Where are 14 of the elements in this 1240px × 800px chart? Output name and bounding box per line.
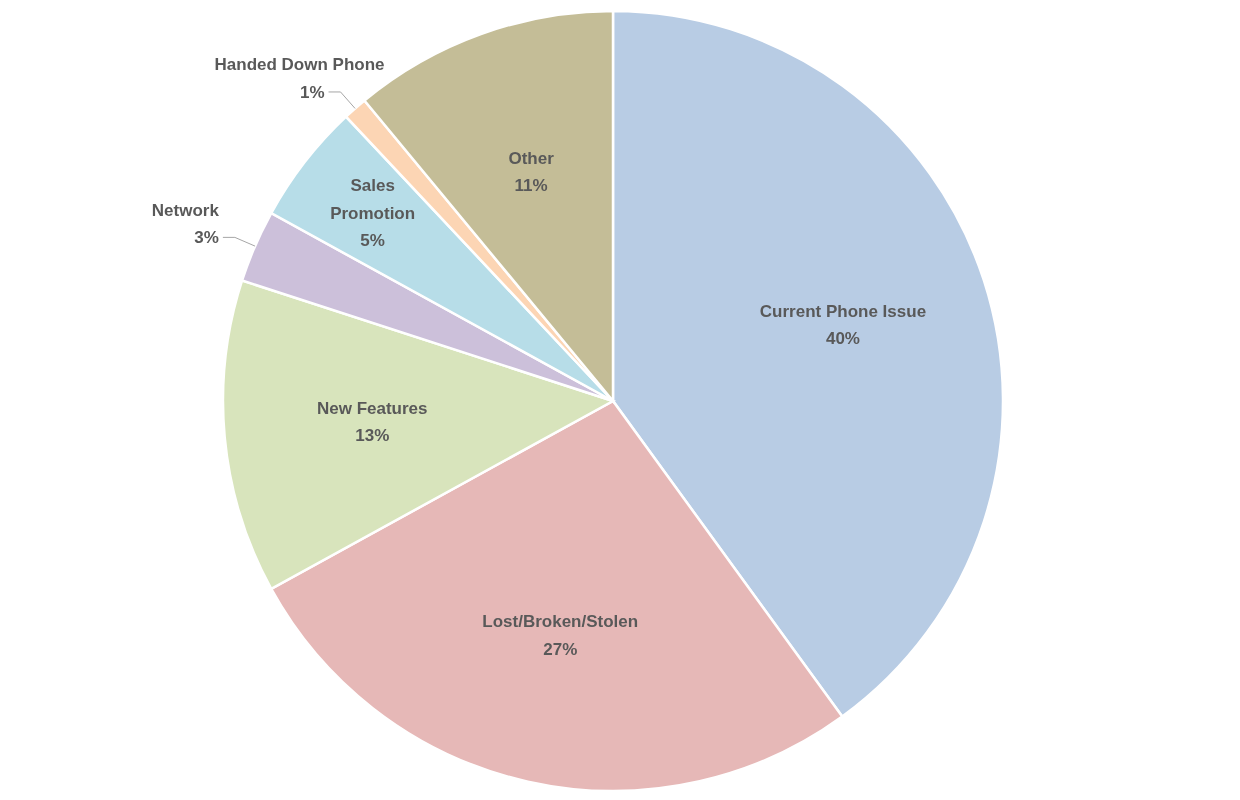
data-label: 3%: [194, 228, 219, 248]
slice-label: Network: [151, 201, 220, 221]
slice-label: Lost/Broken/Stolen: [482, 612, 639, 632]
slice-label: Sales Promotion: [330, 176, 416, 224]
data-label: 40%: [825, 329, 860, 349]
data-label: 1%: [299, 83, 325, 103]
data-label: 13%: [355, 426, 390, 446]
slice-label: New Features: [317, 399, 428, 419]
data-label: 27%: [543, 640, 578, 660]
slice-label: Current Phone Issue: [759, 302, 927, 322]
data-label: 11%: [514, 176, 548, 196]
data-label: 5%: [360, 231, 385, 251]
slice-label: Other: [508, 149, 555, 169]
slice-label: Handed Down Phone: [214, 55, 385, 75]
